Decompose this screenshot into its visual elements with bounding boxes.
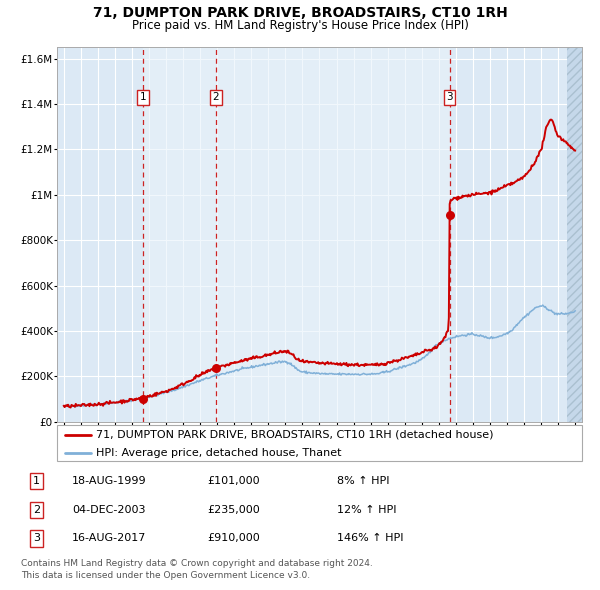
Text: 12% ↑ HPI: 12% ↑ HPI xyxy=(337,505,397,514)
Text: 1: 1 xyxy=(139,92,146,102)
Bar xyxy=(216,47,449,422)
Bar xyxy=(143,47,216,422)
Text: 04-DEC-2003: 04-DEC-2003 xyxy=(72,505,145,514)
Text: 71, DUMPTON PARK DRIVE, BROADSTAIRS, CT10 1RH: 71, DUMPTON PARK DRIVE, BROADSTAIRS, CT1… xyxy=(92,6,508,20)
Text: 3: 3 xyxy=(33,533,40,543)
Text: 16-AUG-2017: 16-AUG-2017 xyxy=(72,533,146,543)
Text: Price paid vs. HM Land Registry's House Price Index (HPI): Price paid vs. HM Land Registry's House … xyxy=(131,19,469,32)
Text: 1: 1 xyxy=(33,476,40,486)
Text: 71, DUMPTON PARK DRIVE, BROADSTAIRS, CT10 1RH (detached house): 71, DUMPTON PARK DRIVE, BROADSTAIRS, CT1… xyxy=(97,430,494,440)
Text: This data is licensed under the Open Government Licence v3.0.: This data is licensed under the Open Gov… xyxy=(21,571,310,580)
Text: Contains HM Land Registry data © Crown copyright and database right 2024.: Contains HM Land Registry data © Crown c… xyxy=(21,559,373,568)
Text: £910,000: £910,000 xyxy=(207,533,260,543)
Text: £235,000: £235,000 xyxy=(207,505,260,514)
Text: 8% ↑ HPI: 8% ↑ HPI xyxy=(337,476,389,486)
Text: 146% ↑ HPI: 146% ↑ HPI xyxy=(337,533,403,543)
Text: 2: 2 xyxy=(32,505,40,514)
Text: 3: 3 xyxy=(446,92,453,102)
Text: 2: 2 xyxy=(212,92,219,102)
Text: 18-AUG-1999: 18-AUG-1999 xyxy=(72,476,146,486)
Bar xyxy=(566,47,582,422)
Text: £101,000: £101,000 xyxy=(207,476,260,486)
FancyBboxPatch shape xyxy=(57,425,582,461)
Text: HPI: Average price, detached house, Thanet: HPI: Average price, detached house, Than… xyxy=(97,448,342,458)
